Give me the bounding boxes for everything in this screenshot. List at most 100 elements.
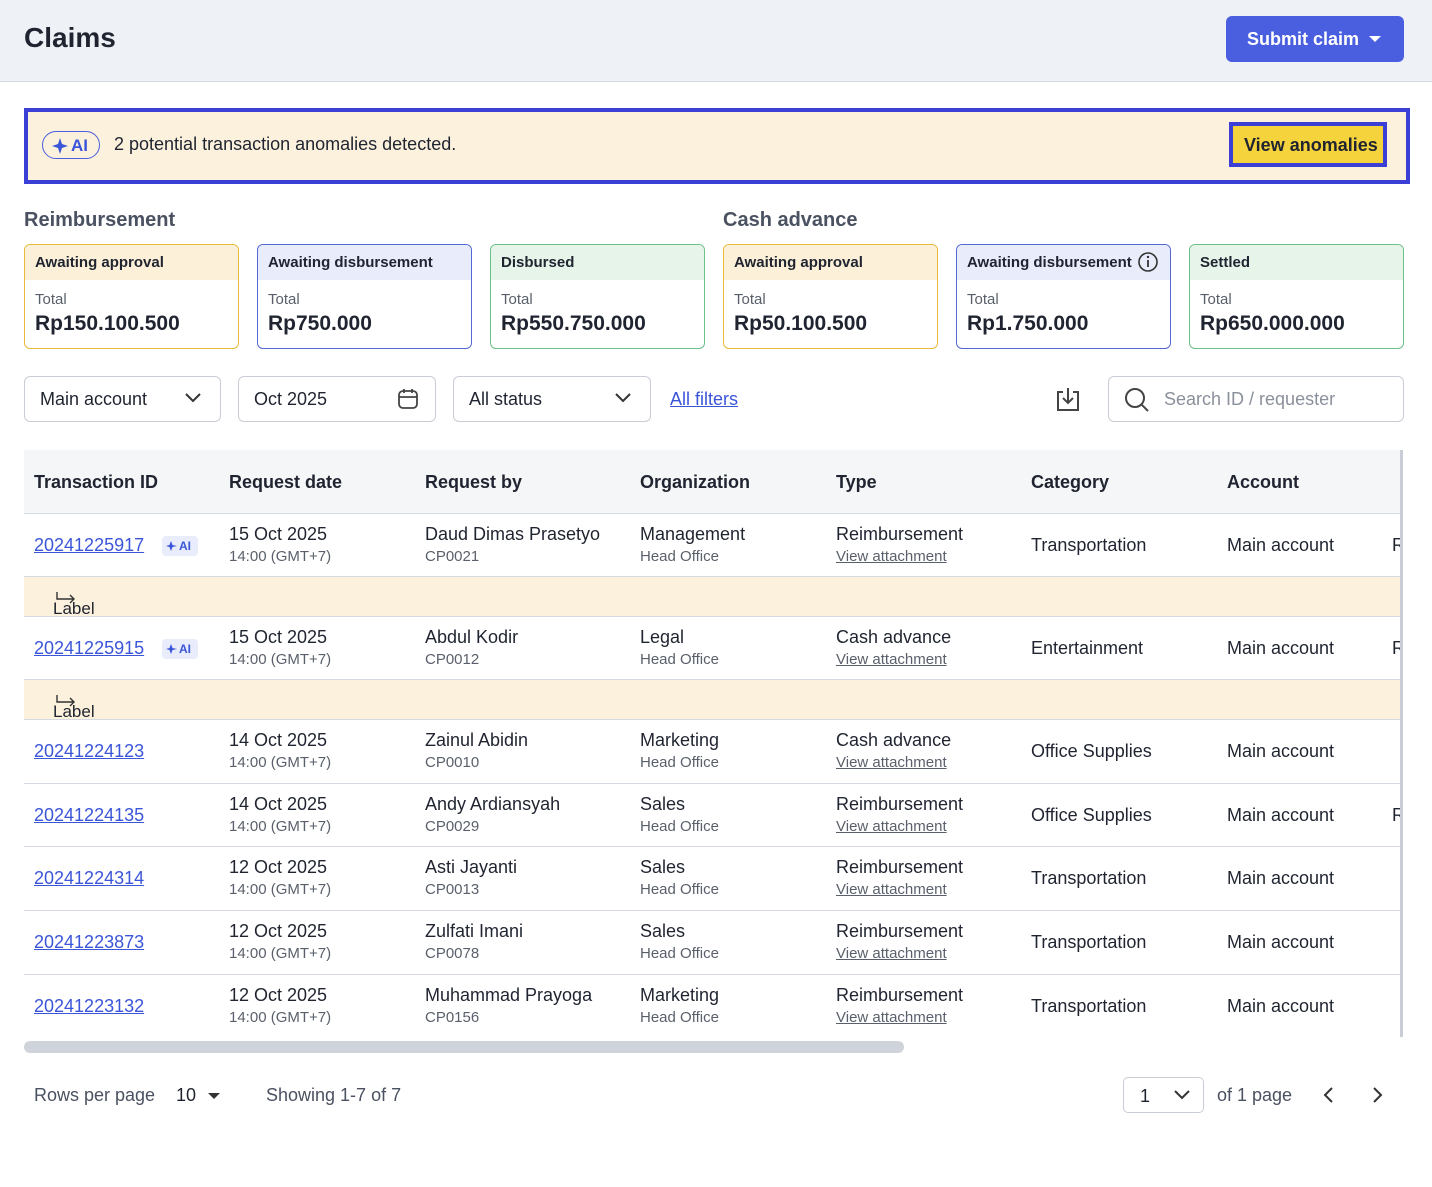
ai-text: AI xyxy=(71,136,88,155)
column-header: Category xyxy=(1031,472,1110,492)
search-icon xyxy=(1125,388,1149,412)
transaction-id-link[interactable]: 20241224135 xyxy=(34,804,145,825)
info-icon[interactable] xyxy=(1137,251,1159,273)
all-filters-link[interactable]: All filters xyxy=(670,389,739,409)
requester-primary: Abdul Kodir xyxy=(425,626,519,647)
type-secondary[interactable]: View attachment xyxy=(836,753,947,771)
card-total-label: Total xyxy=(35,291,67,308)
card-amount: Rp550.750.000 xyxy=(501,312,646,335)
card-header xyxy=(1190,245,1403,280)
requester-primary: Andy Ardiansyah xyxy=(425,793,561,814)
request-date-secondary: 14:00 (GMT+7) xyxy=(229,944,332,962)
request-date-secondary: 14:00 (GMT+7) xyxy=(229,547,332,565)
request-date-secondary: 14:00 (GMT+7) xyxy=(229,753,332,771)
column-header: Organization xyxy=(640,472,751,492)
account: Main account xyxy=(1227,868,1335,889)
sparkle xyxy=(166,540,177,551)
organization-secondary: Head Office xyxy=(640,881,719,899)
amount-truncated: R xyxy=(1392,638,1400,659)
summary-card: Awaiting disbursement Total Rp1.750.000 xyxy=(956,244,1171,349)
request-date-primary: 12 Oct 2025 xyxy=(229,857,328,878)
organization-primary: Sales xyxy=(640,857,686,878)
card-total-label: Total xyxy=(734,291,766,308)
organization-secondary: Head Office xyxy=(640,753,719,771)
card-amount: Rp150.100.500 xyxy=(35,312,180,335)
table-row xyxy=(24,617,1400,680)
organization-primary: Sales xyxy=(640,920,686,941)
category: Transportation xyxy=(1031,931,1147,952)
type-secondary[interactable]: View attachment xyxy=(836,547,947,565)
type-primary: Cash advance xyxy=(836,626,952,647)
type-primary: Reimbursement xyxy=(836,920,964,941)
card-header xyxy=(258,245,471,280)
type-primary: Cash advance xyxy=(836,729,952,750)
account: Main account xyxy=(1227,637,1335,658)
section-title: Cash advance xyxy=(723,209,858,231)
view-anomalies-button[interactable]: View anomalies xyxy=(1229,122,1387,167)
period-picker[interactable]: Oct 2025 xyxy=(238,376,436,422)
prev-page[interactable] xyxy=(1322,1086,1336,1104)
organization-secondary: Head Office xyxy=(640,1008,719,1026)
claims-table: Transaction ID Request date Request by Orga… xyxy=(24,450,1403,1037)
summary-card: Disbursed Total Rp550.750.000 xyxy=(490,244,705,349)
type-secondary[interactable]: View attachment xyxy=(836,944,947,962)
return-icon xyxy=(56,592,75,604)
amount-truncated: R xyxy=(1392,535,1400,556)
type-secondary[interactable]: View attachment xyxy=(836,650,947,668)
type-secondary[interactable]: View attachment xyxy=(836,817,947,835)
request-date-secondary: 14:00 (GMT+7) xyxy=(229,1008,332,1026)
organization-secondary: Head Office xyxy=(640,817,719,835)
requester-primary: Daud Dimas Prasetyo xyxy=(425,523,601,544)
requester-secondary: CP0156 xyxy=(425,1008,480,1026)
card-status: Awaiting approval xyxy=(734,254,863,271)
transaction-id-link[interactable]: 20241223873 xyxy=(34,931,145,952)
next-page[interactable] xyxy=(1370,1086,1384,1104)
card-header xyxy=(491,245,704,280)
status-select[interactable]: All status xyxy=(453,376,651,422)
organization-secondary: Head Office xyxy=(640,650,719,668)
type-secondary[interactable]: View attachment xyxy=(836,881,947,899)
transaction-id-link[interactable]: 20241223132 xyxy=(34,995,145,1016)
table-row xyxy=(24,784,1400,848)
summary-card: Settled Total Rp650.000.000 xyxy=(1189,244,1404,349)
search-input[interactable]: Search ID / requester xyxy=(1108,376,1404,422)
card-header xyxy=(724,245,937,280)
request-date-secondary: 14:00 (GMT+7) xyxy=(229,650,332,668)
transaction-id-link[interactable]: 20241224314 xyxy=(34,868,145,889)
card-amount: Rp1.750.000 xyxy=(967,312,1089,335)
caret xyxy=(208,1093,220,1099)
transaction-id-link[interactable]: 20241224123 xyxy=(34,740,145,761)
requester-primary: Muhammad Prayoga xyxy=(425,984,593,1005)
showing-text: Showing 1-7 of 7 xyxy=(266,1085,402,1105)
organization-primary: Marketing xyxy=(640,984,720,1005)
account-select[interactable]: Main account xyxy=(24,376,221,422)
rows-per-page-label: Rows per page xyxy=(34,1085,156,1105)
ai-tag: AI xyxy=(162,638,198,659)
rows-per-page-value[interactable]: 10 xyxy=(176,1085,197,1105)
download-icon[interactable] xyxy=(1054,385,1082,413)
anomaly-label: Label xyxy=(53,702,95,721)
card-status: Awaiting approval xyxy=(35,254,164,271)
chevron xyxy=(1174,1090,1190,1100)
requester-primary: Zulfati Imani xyxy=(425,920,524,941)
account: Main account xyxy=(1227,534,1335,555)
transaction-id-link[interactable]: 20241225917 xyxy=(34,534,145,555)
account: Main account xyxy=(1227,740,1335,761)
chevron xyxy=(185,393,201,403)
summary-card: Awaiting disbursement Total Rp750.000 xyxy=(257,244,472,349)
request-date-primary: 15 Oct 2025 xyxy=(229,523,328,544)
transaction-id-link[interactable]: 20241225915 xyxy=(34,637,145,658)
card-amount: Rp50.100.500 xyxy=(734,312,868,335)
submit-button[interactable]: Submit claim xyxy=(1226,16,1404,62)
account: Main account xyxy=(1227,931,1335,952)
submit-label[interactable]: Submit claim xyxy=(1247,29,1360,49)
column-header: Type xyxy=(836,472,877,492)
page-select[interactable]: 1 xyxy=(1123,1077,1204,1113)
sparkle xyxy=(166,643,177,654)
requester-secondary: CP0013 xyxy=(425,881,480,899)
card-header xyxy=(25,245,238,280)
return-icon xyxy=(56,695,75,707)
scrollbar[interactable] xyxy=(24,1041,904,1053)
type-secondary[interactable]: View attachment xyxy=(836,1008,947,1026)
